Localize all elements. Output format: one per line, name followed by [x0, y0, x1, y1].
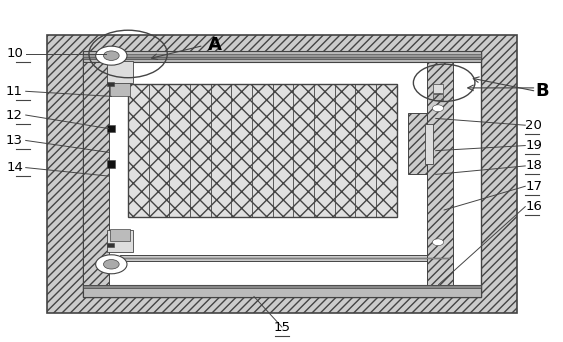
Circle shape [104, 51, 119, 61]
Text: 14: 14 [6, 161, 23, 174]
Bar [108, 82, 114, 86]
Bar [128, 84, 396, 217]
Text: 11: 11 [6, 85, 23, 98]
Bar [110, 229, 130, 240]
Circle shape [104, 260, 119, 269]
Bar [83, 285, 480, 288]
Circle shape [96, 46, 127, 65]
Bar [110, 83, 130, 96]
Text: 12: 12 [6, 108, 23, 121]
Circle shape [96, 255, 127, 274]
Bar [108, 231, 132, 252]
Bar [83, 51, 480, 63]
Text: A: A [208, 37, 222, 54]
Bar [83, 285, 480, 297]
Text: 10: 10 [6, 48, 23, 61]
Text: 19: 19 [525, 139, 542, 152]
Text: 15: 15 [274, 320, 291, 333]
Text: B: B [535, 82, 549, 100]
Text: 17: 17 [525, 180, 542, 193]
Bar [108, 124, 115, 132]
Bar [83, 56, 480, 59]
Circle shape [432, 105, 444, 111]
Bar [408, 113, 427, 174]
Circle shape [432, 239, 444, 246]
Bar [108, 243, 114, 247]
Bar [108, 61, 132, 83]
Text: 16: 16 [525, 200, 542, 213]
Bar [433, 94, 443, 100]
Bar [83, 63, 109, 285]
Bar [108, 160, 115, 168]
Text: 13: 13 [6, 134, 23, 147]
Text: 18: 18 [525, 159, 542, 172]
Bar [425, 123, 433, 164]
Bar [47, 35, 517, 314]
Bar [427, 63, 453, 285]
Bar [83, 54, 480, 57]
Bar [120, 255, 450, 261]
Bar [433, 84, 443, 93]
Text: 20: 20 [525, 119, 542, 132]
Bar [83, 52, 480, 297]
Bar [120, 258, 450, 259]
